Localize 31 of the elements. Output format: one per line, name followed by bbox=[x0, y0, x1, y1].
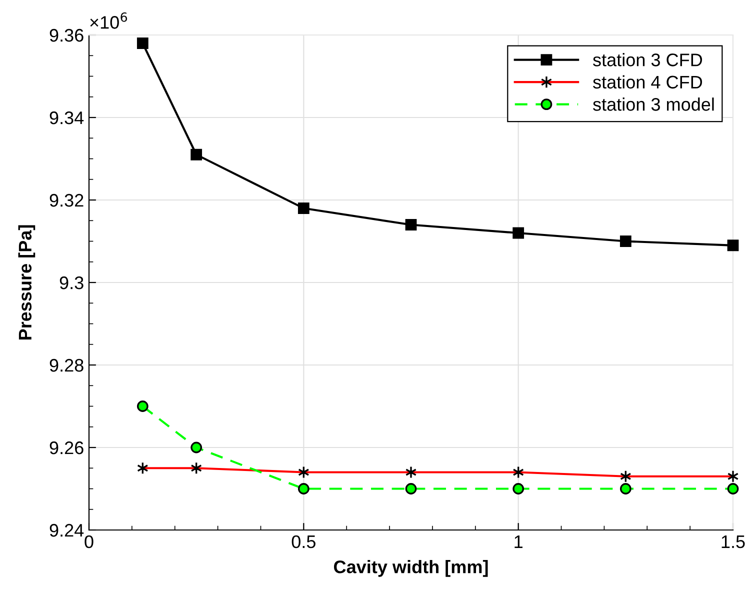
legend-label: station 3 model bbox=[593, 98, 714, 111]
legend-label: station 4 CFD bbox=[593, 75, 702, 89]
point bbox=[405, 483, 417, 494]
y-tick-label: 9.34 bbox=[50, 111, 84, 124]
point bbox=[190, 442, 202, 454]
point bbox=[298, 483, 310, 494]
x-axis-title: Cavity width [mm] bbox=[334, 560, 488, 577]
point bbox=[136, 400, 148, 412]
y-axis-title: Pressure [Pa] bbox=[18, 225, 36, 340]
point bbox=[727, 240, 739, 252]
point bbox=[190, 148, 202, 160]
point bbox=[512, 483, 524, 494]
point bbox=[727, 483, 739, 494]
point bbox=[298, 202, 310, 214]
point bbox=[620, 236, 632, 247]
x-tick-label: 0.5 bbox=[292, 535, 316, 548]
point bbox=[620, 483, 632, 494]
point bbox=[405, 219, 417, 230]
point bbox=[512, 227, 524, 239]
y-tick-label: 9.36 bbox=[50, 28, 84, 42]
y-tick-label: 9.26 bbox=[50, 441, 84, 454]
point bbox=[136, 38, 148, 49]
x-tick-label: 1.5 bbox=[722, 536, 745, 548]
x-tick-label: 0 bbox=[84, 535, 94, 548]
text: ×10$^{6}$ bbox=[90, 12, 128, 29]
legend-label: station 3 CFD bbox=[593, 53, 702, 66]
y-tick-label: 9.3 bbox=[60, 276, 84, 290]
y-tick-label: 9.32 bbox=[50, 194, 84, 207]
y-tick-label: 9.24 bbox=[50, 524, 84, 537]
y-tick-label: 9.28 bbox=[50, 358, 84, 372]
x-tick-label: 1 bbox=[514, 536, 522, 548]
